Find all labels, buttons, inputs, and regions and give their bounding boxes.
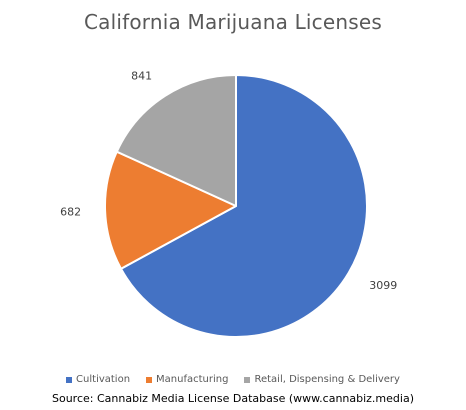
chart-legend: Cultivation Manufacturing Retail, Dispen…	[0, 374, 466, 385]
pie-slice-cultivation	[120, 74, 368, 338]
legend-label-cultivation: Cultivation	[76, 374, 131, 385]
data-label-cultivation: 3099	[369, 279, 397, 292]
legend-item-cultivation: Cultivation	[66, 374, 130, 385]
legend-label-manufacturing: Manufacturing	[156, 374, 229, 385]
data-label-retail: 841	[131, 70, 152, 83]
data-label-manufacturing: 682	[60, 206, 81, 219]
source-note: Source: Cannabiz Media License Database …	[52, 392, 414, 405]
chart-title: California Marijuana Licenses	[83, 10, 383, 34]
legend-item-retail: Retail, Dispensing & Delivery	[244, 374, 400, 385]
legend-item-manufacturing: Manufacturing	[146, 374, 228, 385]
legend-swatch-cultivation	[66, 376, 73, 383]
legend-swatch-retail	[244, 376, 251, 383]
pie-slice-retail	[115, 74, 237, 207]
pie-slice-manufacturing	[103, 150, 237, 270]
legend-label-retail: Retail, Dispensing & Delivery	[254, 374, 400, 385]
legend-swatch-manufacturing	[146, 376, 153, 383]
